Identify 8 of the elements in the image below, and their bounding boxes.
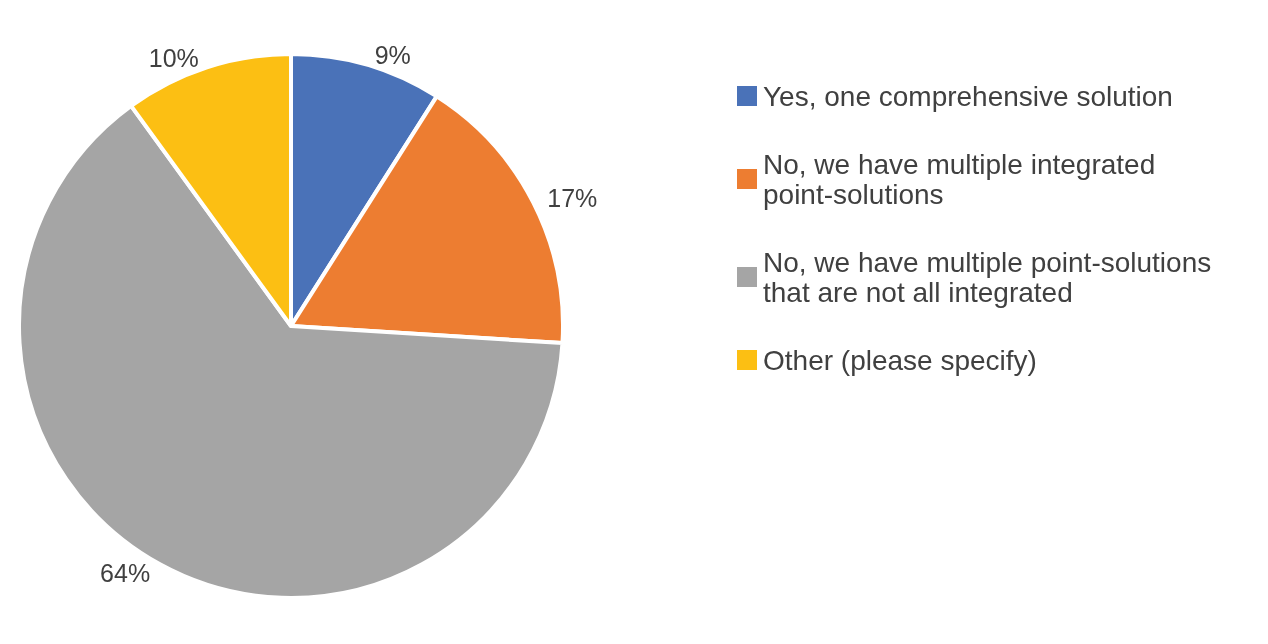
data-label: 64% [100, 559, 151, 588]
data-label: 9% [374, 41, 411, 70]
legend-label: Other (please specify) [763, 344, 1037, 376]
data-label: 10% [148, 43, 199, 72]
legend-label: Yes, one comprehensive solution [763, 80, 1173, 112]
legend-label: No, we have multiple integrated point-solutions [763, 148, 1163, 210]
legend-label: No, we have multiple point-solutions that are not all integrated [763, 246, 1220, 308]
data-label: 17% [547, 183, 598, 212]
